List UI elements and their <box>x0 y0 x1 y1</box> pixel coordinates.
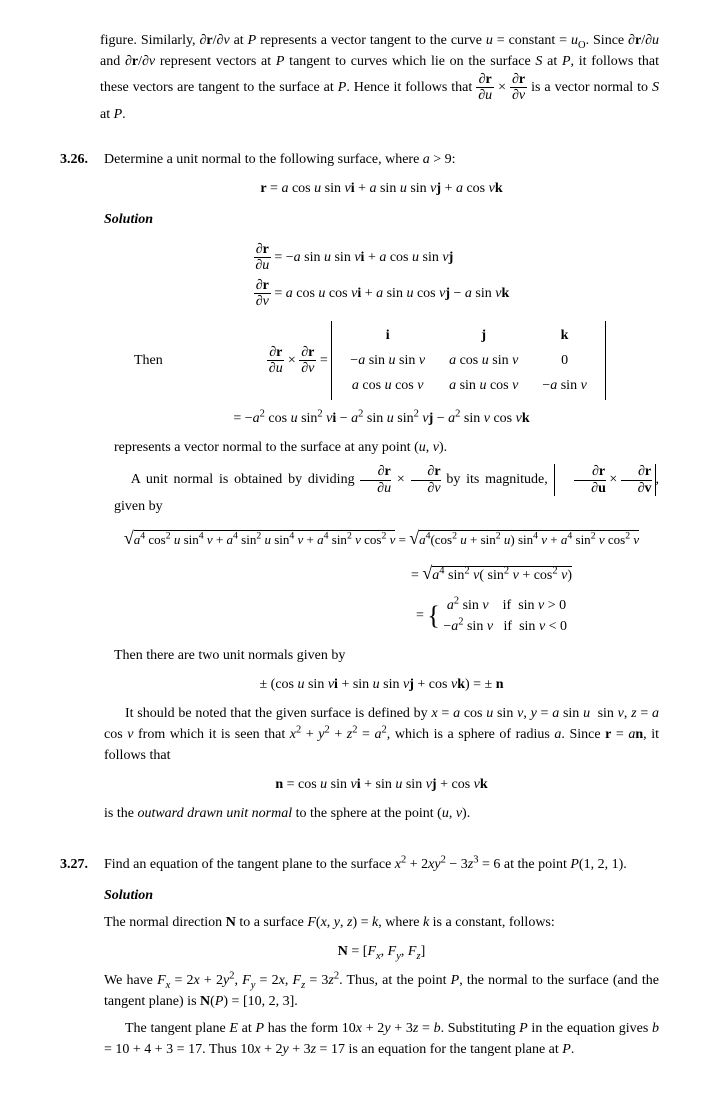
then-determinant: Then ∂r ∂u × ∂r ∂v = ijk <box>104 321 659 400</box>
problem-body: Find an equation of the tangent plane to… <box>104 854 659 1066</box>
problem-body: Determine a unit normal to the following… <box>104 149 659 830</box>
equation-magnitude-2: = √a4 sin2 v( sin2 v + cos2 v) <box>104 560 659 587</box>
text-tangent-plane: The tangent plane E at P has the form 10… <box>104 1018 659 1060</box>
solution-label: Solution <box>104 885 659 906</box>
intro-paragraph: figure. Similarly, ∂r/∂v at P represents… <box>100 30 659 125</box>
equation-unit-normals: ± (cos u sin vi + sin u sin vj + cos vk)… <box>104 674 659 695</box>
text-unit-normal: A unit normal is obtained by dividing ∂r… <box>114 464 659 517</box>
equation-magnitude-3: = { a2 sin v if sin v > 0 −a2 sin v if s… <box>104 595 659 637</box>
equation-partials: ∂r ∂u = −a sin u sin vi + a cos u sin vj… <box>104 238 659 314</box>
text-outward-normal: is the outward drawn unit normal to the … <box>104 803 659 824</box>
text-two-normals: Then there are two unit normals given by <box>114 645 659 666</box>
problem-3-26: 3.26. Determine a unit normal to the fol… <box>60 149 659 830</box>
equation-r-def: r = a cos u sin vi + a sin u sin vj + a … <box>104 178 659 199</box>
intro-text: figure. Similarly, ∂r/∂v at P represents… <box>100 30 659 125</box>
text-partials: We have Fx = 2x + 2y2, Fy = 2x, Fz = 3z2… <box>104 970 659 1012</box>
solution-label: Solution <box>104 209 659 230</box>
problem-statement: Determine a unit normal to the following… <box>104 149 659 170</box>
equation-n-def: n = cos u sin vi + sin u sin vj + cos vk <box>104 774 659 795</box>
determinant: ∂r ∂u × ∂r ∂v = ijk −a sin u sin va cos … <box>214 321 659 400</box>
then-label: Then <box>104 350 214 371</box>
problem-number: 3.27. <box>60 854 104 1066</box>
text-sphere-note: It should be noted that the given surfac… <box>104 703 659 766</box>
equation-N: N = [Fx, Fy, Fz] <box>104 941 659 962</box>
text-normal-dir: The normal direction N to a surface F(x,… <box>104 912 659 933</box>
problem-number: 3.26. <box>60 149 104 830</box>
problem-statement: Find an equation of the tangent plane to… <box>104 854 659 875</box>
equation-cross-result: = −a2 cos u sin2 vi − a2 sin u sin2 vj −… <box>104 408 659 429</box>
problem-3-27: 3.27. Find an equation of the tangent pl… <box>60 854 659 1066</box>
text-represents: represents a vector normal to the surfac… <box>114 437 659 458</box>
equation-magnitude-1: √a4 cos2 u sin4 v + a4 sin2 u sin4 v + a… <box>104 525 659 552</box>
